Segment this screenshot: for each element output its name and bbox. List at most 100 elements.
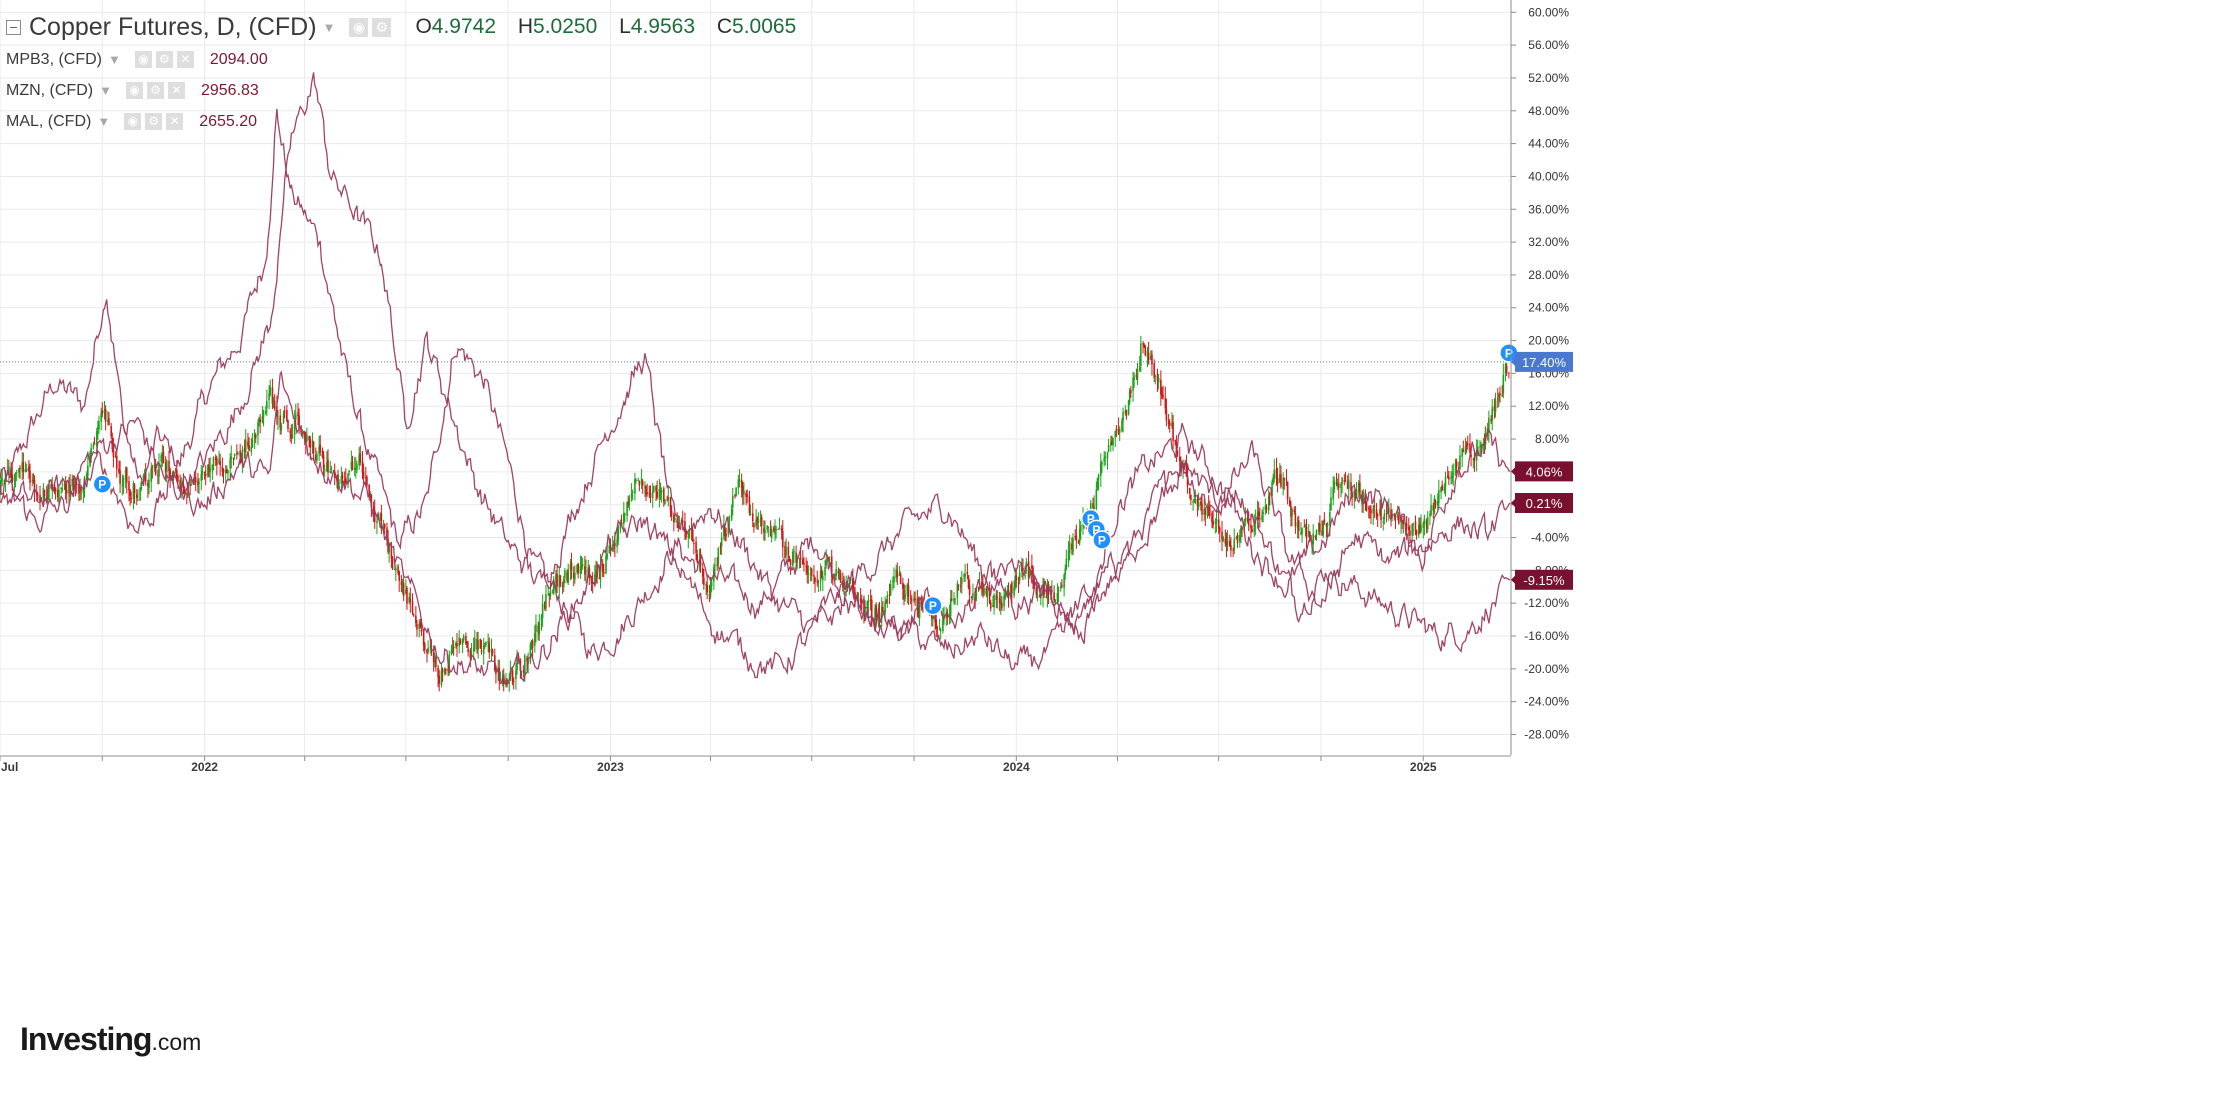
close-icon[interactable]: ✕ [166, 113, 184, 130]
candle-body [1343, 480, 1346, 482]
chevron-down-icon[interactable]: ▼ [322, 19, 336, 35]
candle-body [903, 590, 905, 599]
candle-body [373, 510, 376, 522]
gear-icon[interactable]: ⚙ [146, 82, 164, 99]
gear-icon[interactable]: ⚙ [145, 113, 163, 130]
candle-body [1114, 431, 1117, 438]
candle-body [534, 632, 536, 646]
candle-body [1, 478, 4, 481]
candle-body [648, 492, 651, 495]
candle-body [455, 643, 457, 647]
candle-body [902, 582, 904, 589]
candle-body [33, 479, 36, 492]
candle-body [1455, 461, 1458, 467]
candle-body [1443, 486, 1446, 491]
candle-body [356, 464, 358, 471]
candle-body [22, 462, 25, 473]
eye-icon[interactable]: ◉ [134, 51, 152, 68]
gear-icon[interactable]: ⚙ [155, 51, 173, 68]
series-title[interactable]: MZN, (CFD) [6, 81, 94, 99]
candle-body [1491, 407, 1494, 422]
candle-body [182, 484, 185, 488]
candle-body [337, 474, 339, 490]
candle-body [875, 605, 878, 618]
candle-body [763, 528, 765, 533]
candle-body [825, 559, 827, 566]
candle-body [186, 493, 188, 495]
eye-icon[interactable]: ◉ [125, 82, 143, 99]
close-icon[interactable]: ✕ [176, 51, 194, 68]
candle-body [495, 672, 497, 675]
candle-body [968, 585, 971, 595]
candle-body [989, 602, 992, 609]
candle-body [805, 565, 807, 568]
series-title[interactable]: MPB3, (CFD) [6, 50, 102, 68]
candle-body [1194, 499, 1197, 504]
collapse-legend-icon[interactable] [6, 19, 21, 35]
candle-body [1054, 599, 1057, 603]
close-icon[interactable]: ✕ [167, 82, 185, 99]
main-series-title[interactable]: Copper Futures, D, (CFD) [29, 12, 317, 41]
y-tick-label: -20.00% [1524, 662, 1569, 676]
candle-body [343, 479, 346, 481]
candle-body [1325, 523, 1328, 527]
candle-body [226, 469, 228, 473]
candle-body [1446, 475, 1449, 478]
candle-body [268, 393, 270, 400]
candle-body [1090, 503, 1092, 512]
candle-body [15, 472, 18, 474]
candle-body [465, 636, 467, 645]
candle-body [290, 434, 293, 438]
candle-body [687, 535, 690, 538]
candle-body [406, 588, 408, 604]
eye-icon[interactable]: ◉ [349, 17, 369, 37]
candle-body [1362, 491, 1365, 503]
candle-body [1459, 455, 1461, 470]
candle-body [951, 599, 953, 601]
gear-icon[interactable]: ⚙ [372, 17, 392, 37]
chevron-down-icon[interactable]: ▼ [97, 114, 111, 129]
candle-body [487, 641, 489, 643]
eye-icon[interactable]: ◉ [124, 113, 142, 130]
candle-body [1418, 525, 1420, 536]
legend-main-row: Copper Futures, D, (CFD) ▼ ◉ ⚙ O4.9742 H… [6, 10, 812, 44]
candle-body [1294, 513, 1297, 527]
candle-body [1382, 521, 1385, 523]
candle-body [1272, 477, 1274, 484]
candle-body [1118, 429, 1121, 433]
series-title[interactable]: MAL, (CFD) [6, 112, 92, 130]
candle-body [810, 569, 813, 576]
candle-body [1350, 482, 1352, 491]
candle-body [72, 478, 75, 482]
candle-body [773, 527, 775, 533]
candle-body [1251, 528, 1253, 533]
candle-body [1196, 498, 1199, 506]
chevron-down-icon[interactable]: ▼ [108, 52, 121, 67]
candle-body [80, 489, 82, 491]
candle-body [216, 458, 218, 466]
candle-body [1502, 374, 1505, 394]
candle-body [340, 476, 343, 484]
candle-body [251, 439, 254, 448]
candle-body [731, 495, 734, 508]
candle-body [382, 526, 385, 530]
candle-body [564, 570, 566, 578]
candle-body [266, 400, 268, 409]
low-label: L [619, 15, 631, 38]
candle-body [1246, 517, 1249, 521]
candle-body [954, 598, 956, 600]
candle-body [638, 480, 641, 486]
candle-body [1015, 575, 1018, 581]
candle-body [395, 568, 397, 571]
candle-body [376, 521, 378, 524]
chevron-down-icon[interactable]: ▼ [99, 83, 112, 98]
candle-body [813, 575, 815, 577]
candle-body [936, 626, 939, 628]
candle-body [981, 581, 983, 585]
candle-body [548, 595, 551, 597]
candle-body [318, 446, 320, 454]
candle-body [748, 496, 751, 513]
candle-body [25, 468, 28, 471]
